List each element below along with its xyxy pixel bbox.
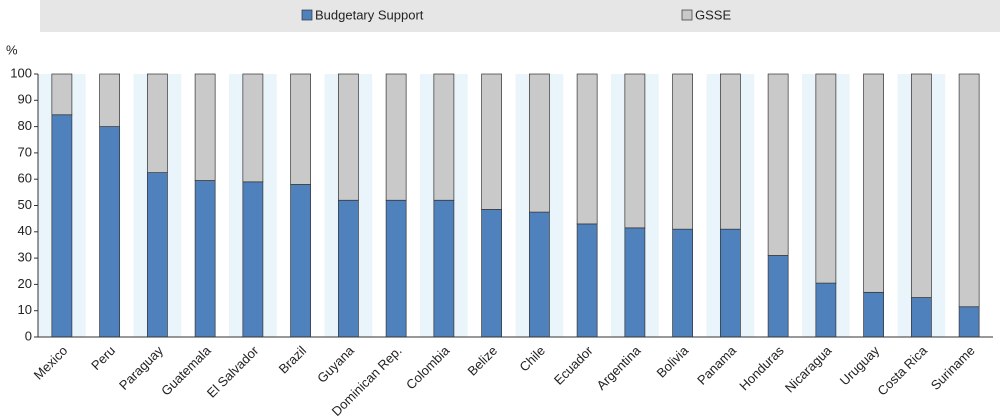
y-tick-label: 90 — [18, 92, 32, 107]
x-tick-label: Suriname — [928, 343, 978, 393]
bar-segment — [290, 184, 312, 338]
x-tick-label: Belize — [465, 343, 501, 379]
bar-segment — [242, 181, 264, 338]
y-tick-label: 50 — [18, 197, 32, 212]
x-tick-label: Ecuador — [551, 342, 596, 387]
legend-swatch — [301, 9, 313, 21]
legend-swatch — [681, 9, 693, 21]
y-tick-label: 30 — [18, 250, 32, 265]
y-tick-label: 60 — [18, 171, 32, 186]
bar-segment — [433, 199, 455, 338]
bar-segment — [624, 73, 646, 229]
bar-segment — [481, 73, 503, 210]
legend-label: Budgetary Support — [315, 7, 424, 22]
y-tick-label: 70 — [18, 144, 32, 159]
bar-segment — [337, 73, 359, 201]
bar-segment — [385, 73, 407, 201]
x-tick-label: Colombia — [403, 342, 453, 392]
y-tick-label: 10 — [18, 302, 32, 317]
bar-segment — [528, 73, 550, 213]
x-tick-label: Honduras — [736, 343, 787, 394]
x-tick-label: Paraguay — [116, 343, 166, 393]
bar-segment — [863, 291, 885, 338]
bar-segment — [146, 73, 168, 173]
bar-segment — [51, 114, 73, 338]
x-tick-label: Nicaragua — [782, 342, 835, 395]
bar-segment — [672, 73, 694, 230]
x-tick-label: Chile — [516, 343, 548, 375]
bar-segment — [767, 73, 789, 256]
bar-segment — [815, 282, 837, 338]
bar-segment — [242, 73, 264, 183]
y-tick-label: 20 — [18, 276, 32, 291]
y-axis-unit: % — [6, 42, 18, 57]
bar-segment — [815, 73, 837, 284]
y-tick-label: 80 — [18, 118, 32, 133]
x-tick-label: Peru — [88, 343, 118, 373]
x-tick-label: Guyana — [314, 342, 357, 385]
bar-segment — [672, 228, 694, 338]
bar-segment — [290, 73, 312, 185]
bar-segment — [958, 306, 980, 338]
bar-segment — [51, 73, 73, 116]
bar-segment — [337, 199, 359, 338]
x-tick-label: Brazil — [276, 343, 310, 377]
x-tick-label: Uruguay — [837, 343, 883, 389]
x-tick-label: Panama — [694, 342, 739, 387]
bar-segment — [719, 73, 741, 230]
bar-segment — [433, 73, 455, 201]
bar-segment — [767, 255, 789, 338]
bar-segment — [385, 199, 407, 338]
x-tick-label: Bolivia — [653, 342, 691, 380]
x-tick-label: Argentina — [593, 342, 644, 393]
bar-segment — [194, 180, 216, 338]
bar-segment — [910, 297, 932, 338]
bar-segment — [146, 172, 168, 338]
legend-label: GSSE — [695, 7, 731, 22]
bar-segment — [481, 209, 503, 338]
x-tick-label: Costa Rica — [874, 342, 930, 398]
x-tick-label: El Salvador — [204, 342, 262, 400]
y-tick-label: 0 — [25, 328, 32, 343]
bar-segment — [576, 223, 598, 338]
bar-segment — [958, 73, 980, 308]
bar-segment — [99, 126, 121, 338]
bar-segment — [576, 73, 598, 225]
bar-segment — [624, 227, 646, 338]
bar-segment — [99, 73, 121, 127]
legend-background — [40, 0, 1000, 32]
bar-segment — [910, 73, 932, 298]
bar-segment — [719, 228, 741, 338]
y-tick-label: 40 — [18, 223, 32, 238]
bar-segment — [194, 73, 216, 181]
x-tick-label: Mexico — [31, 343, 71, 383]
y-tick-label: 100 — [10, 65, 32, 80]
bar-segment — [528, 211, 550, 338]
bar-segment — [863, 73, 885, 293]
